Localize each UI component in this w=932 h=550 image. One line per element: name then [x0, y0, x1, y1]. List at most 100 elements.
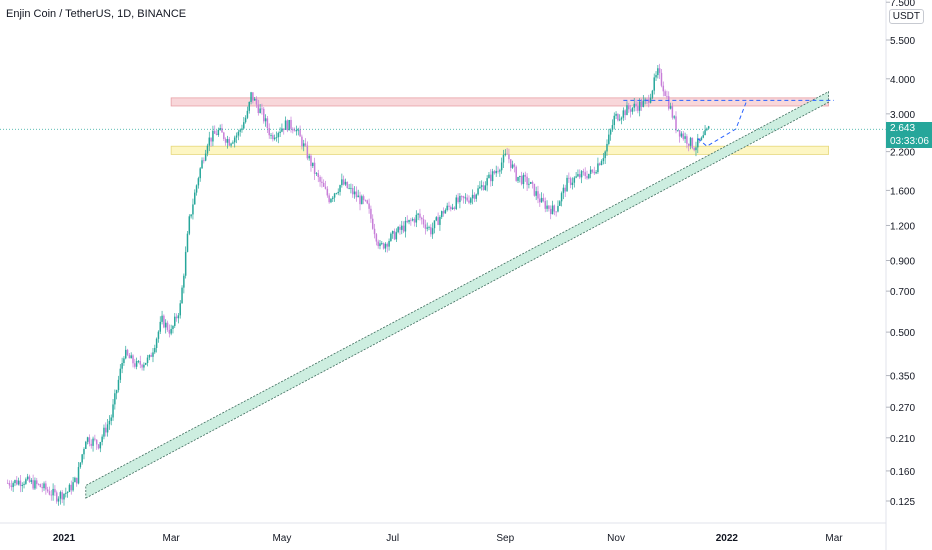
candle-body	[622, 110, 625, 118]
candle-body	[549, 208, 552, 215]
candle-body	[373, 228, 376, 235]
candle-body	[506, 153, 508, 155]
candle-body	[702, 135, 704, 138]
candle-body	[112, 404, 114, 418]
overlay-layer	[0, 99, 886, 147]
candle-body	[490, 174, 492, 182]
candle-body	[297, 129, 300, 131]
candle-body	[204, 153, 207, 161]
candle-body	[624, 110, 626, 116]
candle-body	[667, 96, 670, 109]
candle-body	[239, 130, 241, 132]
candle-body	[384, 243, 387, 249]
currency-badge[interactable]: USDT	[888, 9, 924, 24]
candle-body	[282, 128, 285, 130]
candle-body	[114, 393, 116, 405]
candle-body	[177, 315, 180, 319]
candle-body	[268, 128, 270, 136]
projection-path	[697, 100, 748, 147]
candle-body	[618, 119, 621, 121]
candle-body	[195, 185, 198, 193]
candle-body	[366, 200, 369, 204]
candle-body	[669, 106, 672, 109]
candle-body	[105, 427, 107, 433]
candle-body	[462, 196, 465, 199]
candle-body	[257, 104, 260, 113]
candles-layer	[6, 63, 710, 506]
candle-body	[399, 226, 401, 230]
candle-body	[248, 101, 250, 111]
candle-body	[103, 427, 105, 437]
candle-body	[259, 108, 261, 113]
candle-body	[613, 115, 616, 126]
candle-body	[584, 172, 586, 177]
candle-body	[535, 191, 537, 196]
candle-body	[511, 164, 514, 168]
candle-body	[355, 191, 358, 198]
candle-body	[315, 173, 318, 175]
candle-body	[181, 287, 183, 304]
candle-body	[52, 488, 54, 496]
candle-body	[85, 441, 87, 449]
candle-body	[695, 147, 697, 151]
candle-body	[263, 108, 265, 122]
candle-body	[313, 162, 316, 174]
candle-body	[417, 213, 419, 215]
candle-body	[17, 480, 20, 485]
candle-body	[25, 479, 27, 484]
candle-body	[480, 185, 483, 187]
candle-body	[397, 226, 399, 233]
candle-body	[134, 363, 136, 367]
candle-body	[19, 480, 22, 487]
candle-body	[184, 251, 187, 276]
candle-body	[79, 462, 82, 468]
candle-body	[460, 195, 463, 197]
candle-body	[424, 224, 427, 229]
candle-body	[255, 98, 258, 105]
candle-body	[682, 133, 685, 139]
candle-body	[675, 116, 677, 131]
candle-body	[408, 219, 410, 223]
candle-body	[172, 325, 174, 329]
candle-body	[115, 390, 118, 394]
price-axis-label-10: 0.350	[890, 372, 915, 383]
candle-body	[430, 227, 432, 235]
candle-body	[319, 177, 321, 182]
candle-body	[631, 107, 634, 112]
candle-body	[401, 225, 403, 230]
candle-body	[101, 436, 103, 443]
candle-body	[529, 182, 532, 184]
candle-body	[146, 357, 149, 363]
candle-body	[508, 154, 510, 160]
candle-body	[326, 188, 329, 196]
candle-body	[559, 201, 561, 206]
candle-body	[673, 116, 675, 118]
candle-body	[566, 177, 568, 192]
candle-body	[312, 162, 314, 167]
last-price-label: 2.643 03:33:06	[886, 122, 932, 149]
candle-body	[531, 182, 534, 184]
time-axis: 2021 Mar May Jul Sep Nov 2022 Mar	[53, 533, 843, 544]
candle-body	[37, 484, 40, 485]
candle-body	[110, 417, 112, 421]
candle-body	[468, 200, 470, 203]
candle-body	[270, 135, 272, 136]
candle-body	[700, 137, 703, 141]
candle-body	[564, 187, 566, 192]
candle-body	[210, 137, 212, 142]
candle-body	[544, 201, 546, 209]
time-axis-label-2: May	[272, 533, 291, 544]
time-axis-label-6: 2022	[716, 533, 739, 544]
candle-body	[635, 103, 637, 107]
candle-body	[23, 483, 25, 485]
candle-body	[477, 188, 479, 195]
chart-title: Enjin Coin / TetherUS, 1D, BINANCE	[6, 8, 187, 20]
candle-body	[97, 444, 100, 449]
candle-body	[163, 315, 165, 328]
candle-body	[66, 491, 69, 493]
candle-body	[157, 331, 160, 339]
candle-body	[304, 143, 307, 146]
candle-body	[324, 186, 327, 189]
candle-body	[444, 210, 447, 214]
